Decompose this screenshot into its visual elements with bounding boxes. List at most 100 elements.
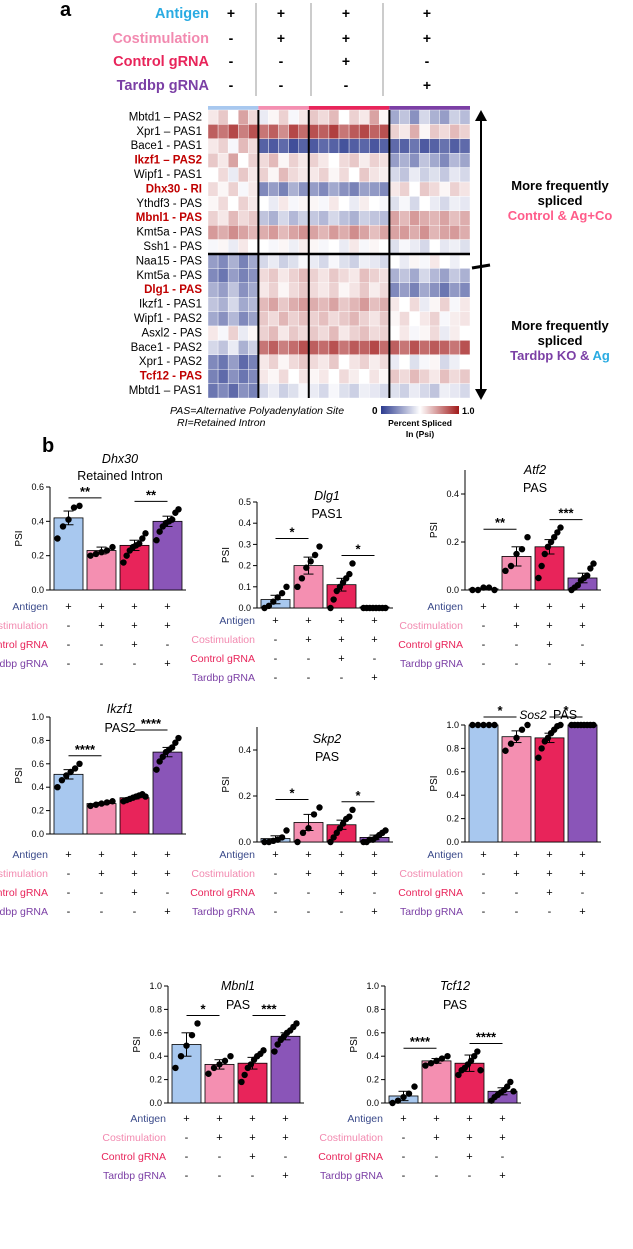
- condition-row-sign: +: [131, 601, 137, 613]
- y-tick-label: 0.2: [31, 551, 44, 561]
- condition-row-label: Costimulation: [0, 620, 48, 632]
- heatmap-cell: [389, 124, 400, 140]
- heatmap-cell: [358, 268, 370, 283]
- y-tick-label: 0.6: [149, 1028, 162, 1038]
- heatmap-cell: [338, 253, 350, 269]
- condition-row-label: Antigen: [427, 601, 463, 613]
- heatmap-cell: [439, 282, 451, 298]
- heatmap-cell: [268, 224, 279, 240]
- heatmap-cell: [207, 297, 219, 312]
- heatmap-cell: [419, 196, 430, 211]
- heatmap-cell: [459, 369, 471, 384]
- heatmap-cell: [298, 354, 309, 370]
- condition-row-sign: -: [274, 634, 278, 646]
- heatmap-cell: [348, 152, 360, 168]
- data-point: [183, 1042, 190, 1049]
- heatmap-cell: [268, 138, 279, 154]
- heatmap-cell: [338, 124, 350, 140]
- heatmap-cell: [328, 253, 340, 269]
- heatmap-cell: [278, 239, 289, 255]
- heatmap-cell: [409, 239, 420, 255]
- condition-row-sign: +: [513, 868, 519, 880]
- heatmap-cell: [429, 369, 440, 384]
- heatmap-cell: [207, 340, 219, 355]
- heatmap-cell: [288, 268, 299, 283]
- heatmap-cell: [379, 239, 390, 255]
- heatmap-cell: [217, 340, 229, 355]
- condition-row-sign: +: [249, 1151, 255, 1163]
- heatmap-cell: [439, 311, 451, 327]
- heatmap-cell: [379, 297, 390, 312]
- heatmap-cell: [449, 297, 461, 312]
- heatmap-cell: [288, 383, 299, 399]
- heatmap-cell: [328, 239, 340, 255]
- heatmap-cell: [308, 138, 320, 154]
- data-point: [405, 1090, 413, 1097]
- heatmap-cell: [399, 297, 410, 312]
- y-tick-label: 0.6: [446, 767, 459, 777]
- heatmap-cell: [288, 282, 299, 298]
- condition-label: Tardbp gRNA: [117, 78, 210, 94]
- significance-label: **: [80, 484, 91, 499]
- condition-row-sign: +: [305, 849, 311, 861]
- condition-row-sign: +: [371, 906, 377, 918]
- data-point: [502, 747, 509, 754]
- heatmap-cell: [227, 181, 239, 197]
- heatmap-cell: [268, 383, 279, 399]
- colorbar-max-label: 1.0: [462, 406, 475, 416]
- data-point: [54, 784, 61, 791]
- heatmap-cell: [288, 297, 299, 312]
- data-point: [210, 1064, 218, 1072]
- bar: [534, 737, 565, 843]
- heatmap-cell: [409, 383, 420, 399]
- heatmap-cell: [268, 340, 279, 355]
- heatmap-cell: [227, 152, 239, 168]
- heatmap-cell: [217, 196, 229, 211]
- condition-row-label: Control gRNA: [0, 887, 48, 899]
- condition-row-sign: -: [133, 658, 137, 670]
- heatmap-cell: [419, 383, 430, 399]
- heatmap-cell: [288, 181, 299, 197]
- condition-row-sign: -: [307, 672, 311, 684]
- condition-row-sign: -: [581, 887, 585, 899]
- heatmap-cell: [248, 124, 259, 140]
- data-point: [535, 754, 542, 761]
- data-point: [103, 547, 111, 554]
- condition-row-sign: -: [581, 639, 585, 651]
- condition-row-label: Costimulation: [0, 868, 48, 880]
- heatmap-cell: [348, 196, 360, 211]
- heatmap-cell: [338, 354, 350, 370]
- heatmap-cell: [449, 109, 461, 125]
- heatmap-cell: [318, 181, 330, 197]
- condition-row-sign: +: [164, 906, 170, 918]
- data-point: [159, 753, 166, 760]
- group-color-bar: [208, 106, 259, 110]
- condition-row-sign: -: [218, 1170, 222, 1182]
- heatmap-cell: [238, 210, 249, 226]
- heatmap-cell: [369, 224, 380, 240]
- heatmap-cell: [429, 297, 440, 312]
- heatmap-cell: [328, 224, 340, 240]
- y-tick-label: 0.2: [149, 1075, 162, 1085]
- bar: [53, 517, 84, 591]
- bar-chart-skp2: Skp2 PAS 0.0 0.2 0.4 PSI * * Antigen + + + + Costimul…: [190, 727, 393, 918]
- heatmap-cell: [449, 181, 461, 197]
- heatmap-cell: [419, 210, 430, 226]
- heatmap-cell: [298, 253, 309, 269]
- colorbar-title-2: In (Psi): [406, 429, 435, 439]
- heatmap-cell: [369, 210, 380, 226]
- condition-sign: -: [425, 53, 430, 69]
- data-point: [474, 1048, 481, 1055]
- condition-row-sign: +: [338, 849, 344, 861]
- condition-row-sign: +: [164, 620, 170, 632]
- significance-label: *: [497, 703, 503, 718]
- bar-chart-dhx30: Dhx30 Retained Intron 0.0 0.2 0.4 0.6 PSI ** ** A…: [0, 452, 186, 670]
- heatmap-cell: [238, 297, 249, 312]
- data-point: [221, 1057, 229, 1065]
- heatmap-cell: [298, 268, 309, 283]
- chart-subtitle: PAS1: [311, 507, 342, 521]
- data-point: [172, 739, 179, 746]
- heatmap-cell: [268, 253, 279, 269]
- heatmap-cell: [379, 268, 390, 283]
